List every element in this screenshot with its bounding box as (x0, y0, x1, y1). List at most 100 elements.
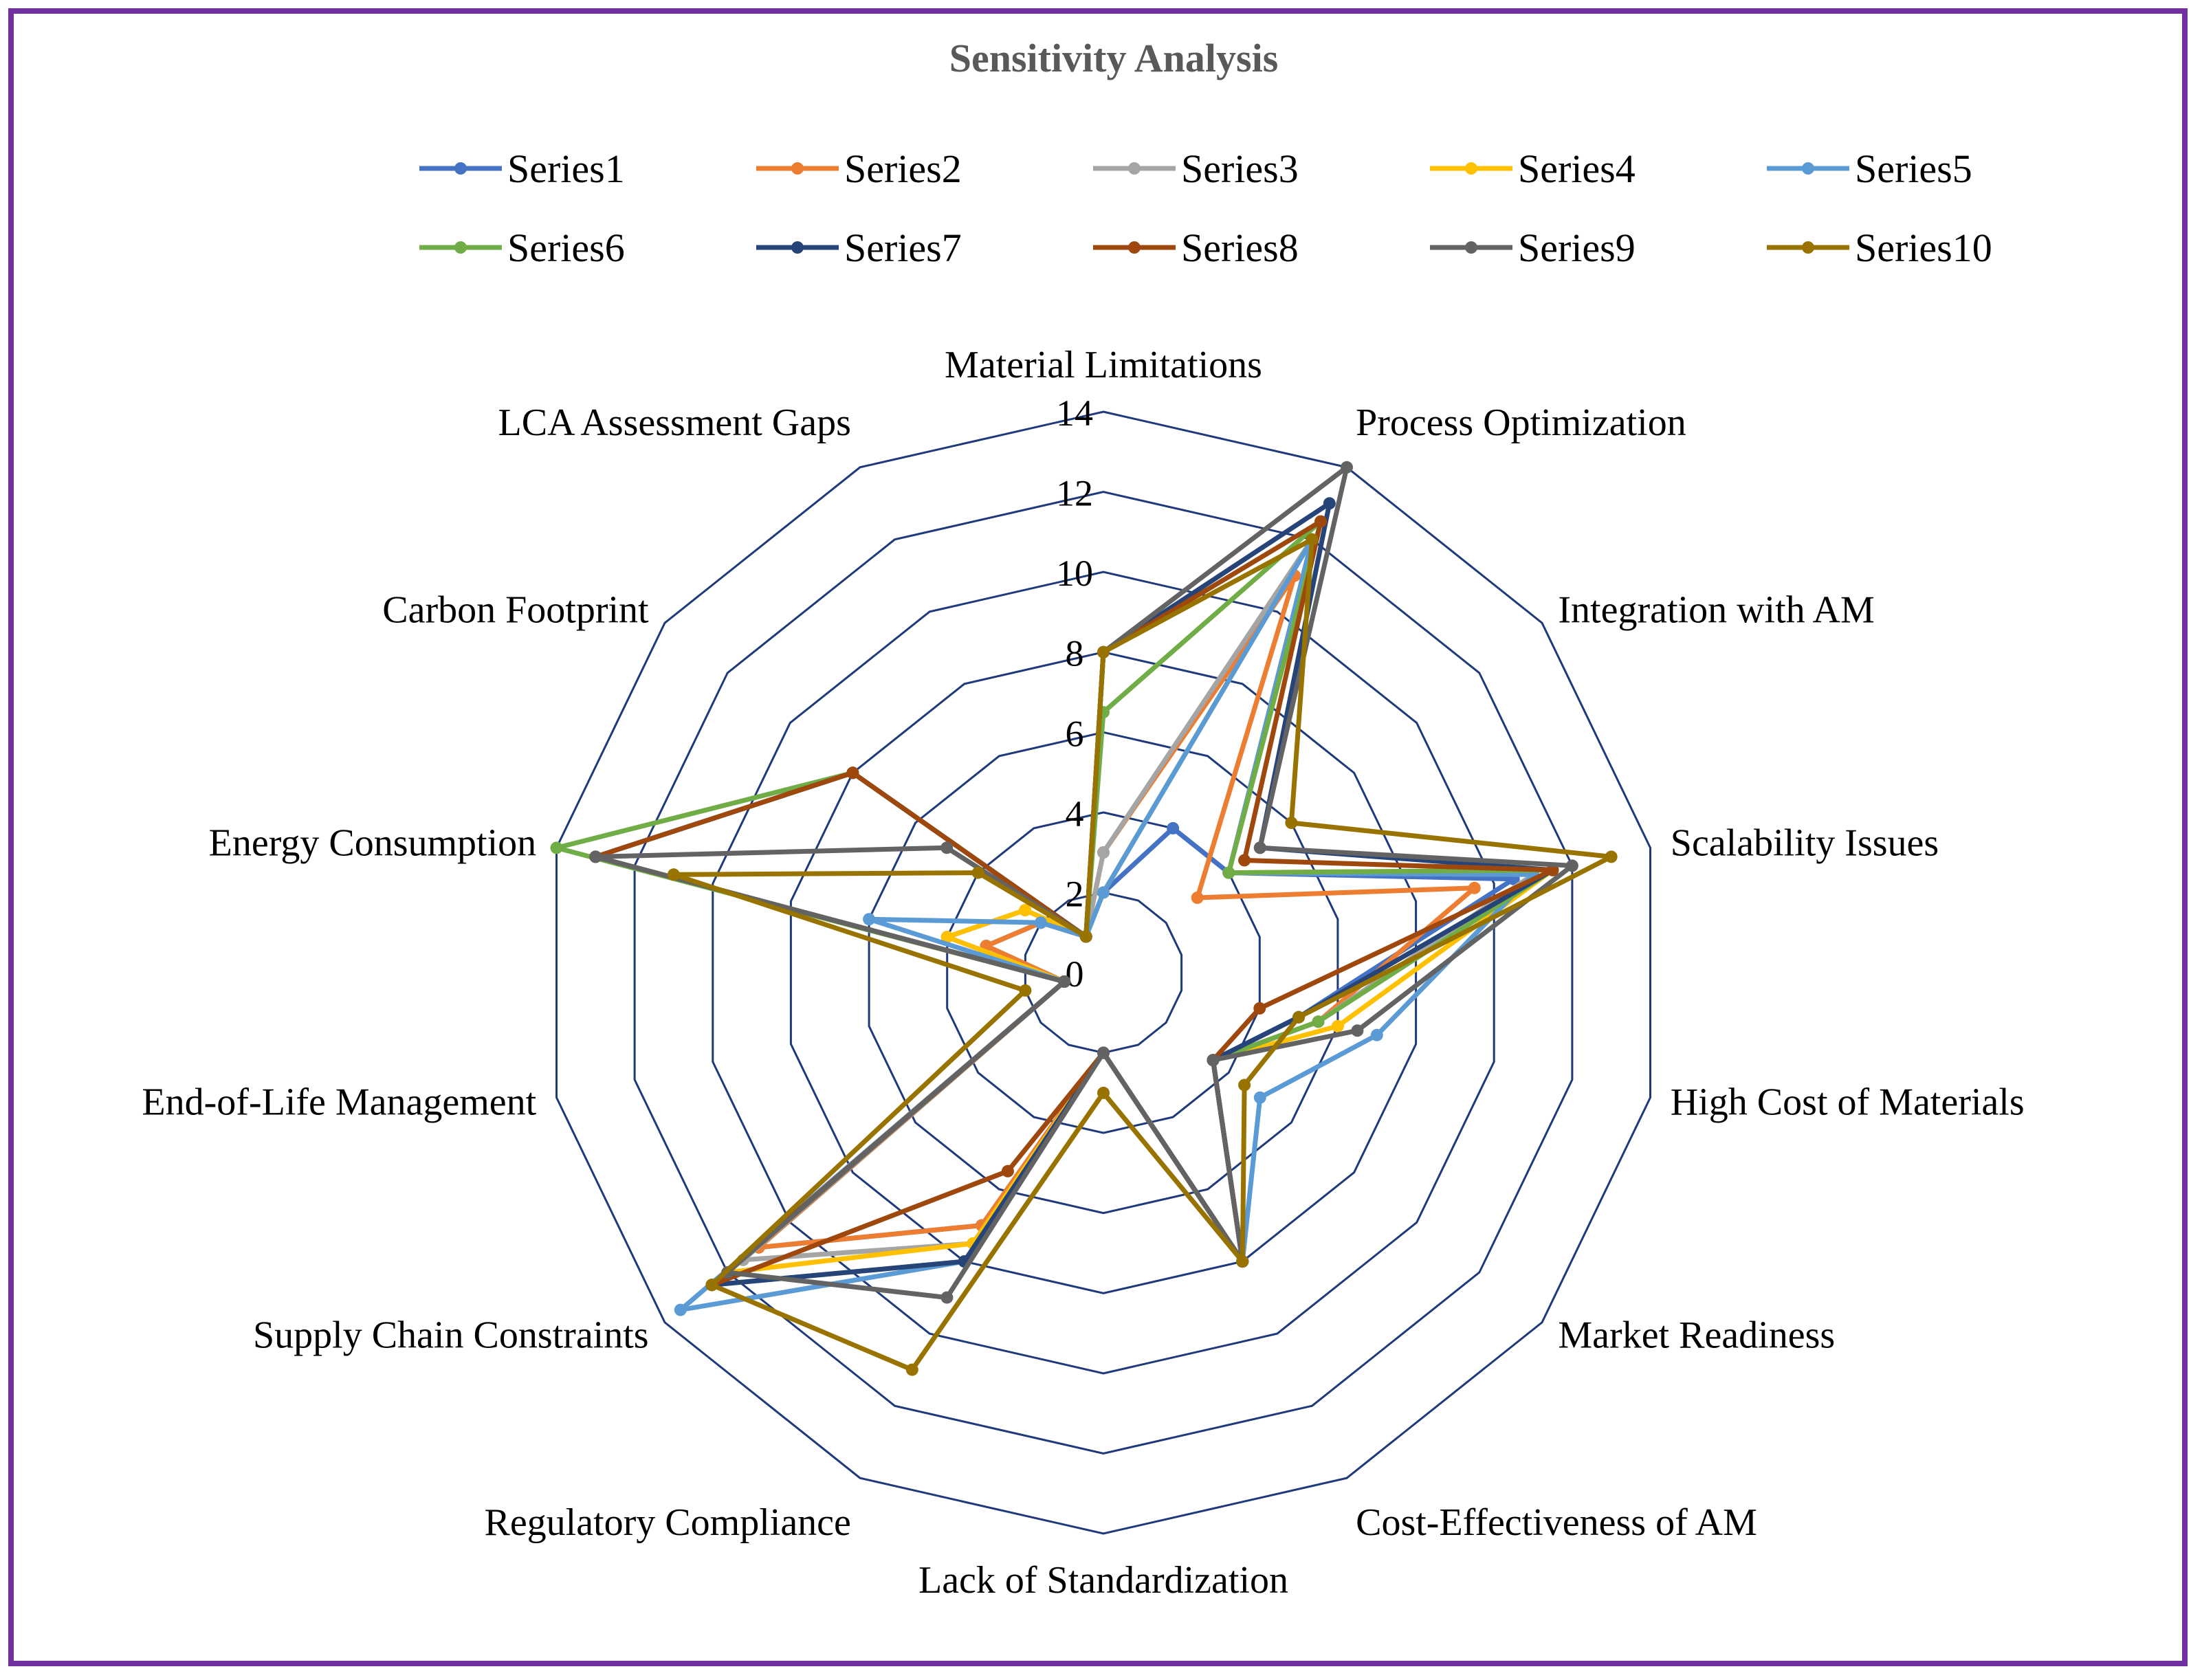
category-label-cost-effectiveness-of-am: Cost-Effectiveness of AM (1356, 1501, 1757, 1544)
legend-label: Series5 (1855, 146, 1972, 191)
legend: Series1 Series2 Series3 Series4 Series5 Serie… (419, 146, 1992, 270)
data-point (1191, 892, 1204, 904)
data-point (1370, 1028, 1383, 1041)
grid-ring (789, 651, 1418, 1294)
data-point (1238, 854, 1251, 867)
legend-item-series7: Series7 (756, 225, 962, 270)
legend-label: Series1 (507, 146, 625, 191)
data-point (1238, 1079, 1251, 1092)
data-point (1306, 533, 1319, 546)
data-point (1019, 984, 1032, 997)
data-point (846, 766, 859, 780)
legend-marker (1128, 162, 1141, 175)
legend-label: Series3 (1181, 146, 1299, 191)
data-point (1314, 515, 1328, 528)
data-point (1312, 1015, 1325, 1028)
tick-label: 10 (1056, 553, 1093, 594)
data-point (1565, 859, 1578, 872)
data-point (674, 1303, 687, 1316)
data-point (971, 866, 984, 879)
legend-item-series1: Series1 (419, 146, 625, 191)
category-label-scalability-issues: Scalability Issues (1671, 822, 1939, 865)
legend-label: Series8 (1181, 225, 1299, 270)
legend-marker (454, 162, 467, 175)
category-label-supply-chain-constraints: Supply Chain Constraints (253, 1314, 649, 1357)
data-point (1207, 1054, 1220, 1067)
series-series6 (550, 515, 1559, 1292)
legend-item-series5: Series5 (1767, 146, 1972, 191)
legend-marker (1802, 241, 1814, 254)
data-point (1351, 1024, 1364, 1037)
data-point (1331, 1019, 1344, 1032)
data-point (1341, 461, 1353, 474)
category-label-process-optimization: Process Optimization (1356, 401, 1686, 444)
legend-item-series2: Series2 (756, 146, 962, 191)
legend-label: Series4 (1518, 146, 1636, 191)
data-point (1253, 1002, 1266, 1015)
radar-grid (555, 410, 1651, 1535)
series-series10 (667, 533, 1618, 1376)
series-lines (550, 461, 1618, 1376)
radial-ticks: 0 2 4 6 8 10 12 14 (1056, 393, 1093, 995)
data-point (1097, 1086, 1110, 1099)
category-label-lack-of-standardization: Lack of Standardization (918, 1559, 1288, 1602)
data-point (1253, 841, 1266, 854)
tick-label: 6 (1066, 713, 1084, 754)
data-point (1323, 497, 1336, 510)
legend-marker (1465, 162, 1477, 175)
category-label-high-cost-of-materials: High Cost of Materials (1671, 1081, 2025, 1123)
tick-label: 12 (1056, 473, 1093, 514)
data-point (940, 1291, 954, 1304)
data-point (1097, 846, 1110, 859)
tick-label: 0 (1066, 953, 1084, 995)
legend-item-series3: Series3 (1093, 146, 1299, 191)
radar-chart: Sensitivity Analysis Series1 Series2 Serie… (142, 36, 2025, 1602)
grid-ring (555, 410, 1651, 1535)
category-label-carbon-footprint: Carbon Footprint (382, 589, 649, 632)
data-point (1034, 916, 1047, 929)
tick-label: 4 (1066, 793, 1084, 835)
data-point (1019, 904, 1032, 917)
data-point (940, 841, 954, 854)
legend-label: Series9 (1518, 225, 1636, 270)
grid-ring (712, 571, 1495, 1375)
series-line-series6 (554, 519, 1555, 1287)
data-point (1236, 1255, 1249, 1268)
data-point (1285, 817, 1298, 829)
legend-label: Series7 (844, 225, 962, 270)
legend-marker (791, 162, 804, 175)
data-point (589, 850, 602, 863)
grid-ring (633, 491, 1574, 1455)
data-point (905, 1363, 918, 1376)
legend-label: Series6 (507, 225, 625, 270)
category-label-lca-assessment-gaps: LCA Assessment Gaps (498, 401, 851, 444)
data-point (1097, 645, 1110, 659)
category-label-regulatory-compliance: Regulatory Compliance (484, 1501, 850, 1544)
data-point (1468, 881, 1481, 894)
chart-title: Sensitivity Analysis (949, 36, 1279, 80)
tick-label: 8 (1066, 633, 1084, 674)
category-label-market-readiness: Market Readiness (1558, 1314, 1835, 1357)
data-point (863, 913, 876, 926)
grid-ring (868, 731, 1339, 1215)
data-point (1097, 886, 1110, 899)
legend-item-series4: Series4 (1430, 146, 1636, 191)
data-point (705, 1279, 718, 1292)
legend-label: Series10 (1855, 225, 1992, 270)
data-point (550, 841, 563, 854)
data-point (940, 931, 954, 944)
data-point (667, 868, 680, 881)
series-series2 (752, 569, 1481, 1268)
data-point (1605, 850, 1618, 863)
category-label-end-of-life-management: End-of-Life Management (142, 1081, 536, 1123)
legend-marker (1802, 162, 1814, 175)
legend-marker (454, 241, 467, 254)
chart-frame: Sensitivity Analysis Series1 Series2 Serie… (8, 8, 2188, 1666)
data-point (1079, 930, 1092, 943)
tick-label: 14 (1056, 393, 1093, 434)
legend-item-series9: Series9 (1430, 225, 1636, 270)
legend-marker (1465, 241, 1477, 254)
category-label-energy-consumption: Energy Consumption (209, 822, 537, 865)
data-point (1097, 1046, 1110, 1059)
legend-item-series8: Series8 (1093, 225, 1299, 270)
